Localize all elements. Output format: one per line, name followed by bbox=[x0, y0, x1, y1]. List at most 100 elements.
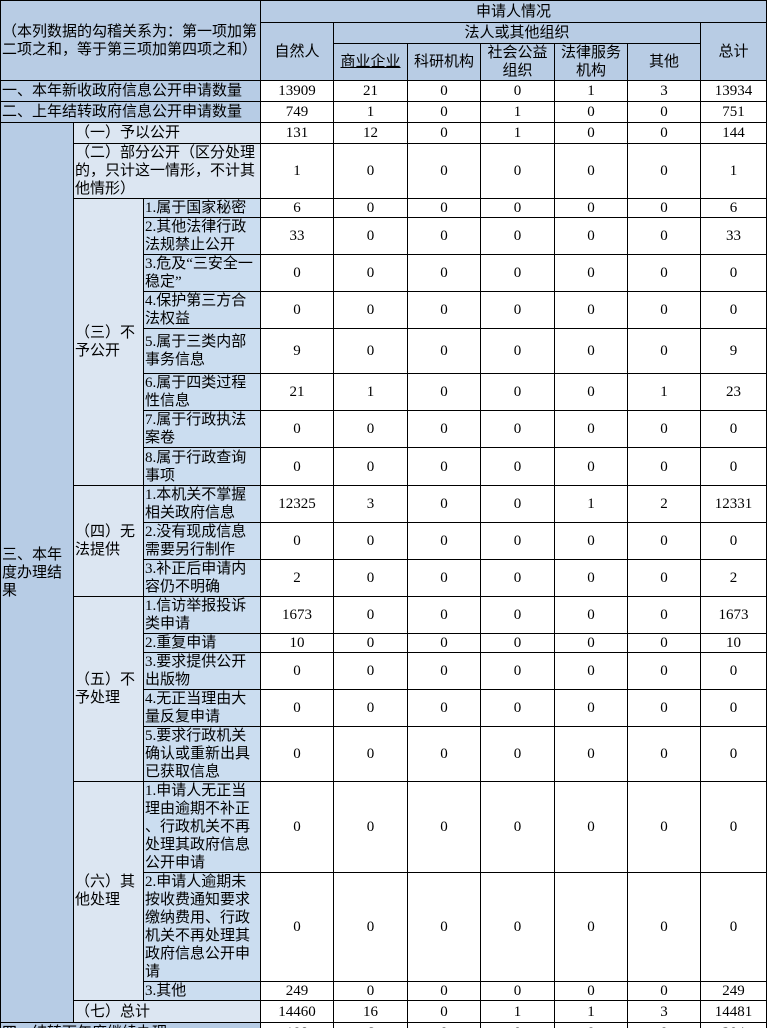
value-cell: 0 bbox=[333, 981, 409, 1001]
value-cell: 249 bbox=[700, 981, 767, 1001]
table-row: 2.申请人逾期未按收费通知要求缴纳费用、行政机关不再处理其政府信息公开申请 0 0 0… bbox=[1, 872, 767, 982]
value-cell: 0 bbox=[700, 726, 767, 782]
row-label-cell: 7.属于行政执法案卷 bbox=[142, 410, 262, 448]
value-cell: 21 bbox=[333, 80, 409, 102]
row-label-cell: 4.保护第三方合法权益 bbox=[142, 291, 262, 329]
table-row: 四、结转下年度继续办理19860000204 bbox=[0, 1022, 767, 1028]
value-cell: 21 bbox=[260, 373, 335, 411]
table-row: （五）不予处理 1.信访举报投诉类申请 1673 0 0 0 0 0 1673 bbox=[1, 596, 767, 782]
value-cell: 0 bbox=[407, 373, 482, 411]
value-cell: 198 bbox=[260, 1022, 335, 1028]
value-cell: 0 bbox=[407, 596, 482, 634]
header-cell-other: 其他 bbox=[627, 43, 702, 81]
table-row: 3.要求提供公开出版物 0 0 0 0 0 0 0 bbox=[1, 652, 767, 690]
value-cell: 3 bbox=[627, 80, 702, 102]
table-row: 7.属于行政执法案卷 0 0 0 0 0 0 0 bbox=[1, 410, 767, 448]
header-cell-public-welfare: 社会公益组织 bbox=[480, 43, 556, 81]
value-cell: 0 bbox=[627, 198, 702, 218]
value-cell: 0 bbox=[407, 217, 482, 255]
value-cell: 0 bbox=[333, 447, 409, 486]
value-cell: 1 bbox=[700, 143, 767, 199]
value-cell: 0 bbox=[627, 410, 702, 448]
value-cell: 1 bbox=[480, 101, 556, 123]
value-cell: 1 bbox=[627, 373, 702, 411]
value-cell: 0 bbox=[554, 522, 629, 560]
value-cell: 0 bbox=[407, 522, 482, 560]
value-cell: 0 bbox=[407, 410, 482, 448]
row-label-cell: 1.属于国家秘密 bbox=[142, 198, 262, 218]
row-label-cell: 2.其他法律行政法规禁止公开 bbox=[142, 217, 262, 255]
value-cell: 0 bbox=[407, 447, 482, 486]
table-row: 5.要求行政机关确认或重新出具已获取信息 0 0 0 0 0 0 0 bbox=[1, 726, 767, 782]
value-cell: 0 bbox=[554, 872, 629, 982]
value-cell: 0 bbox=[407, 726, 482, 782]
value-cell: 0 bbox=[480, 328, 556, 374]
value-cell: 12325 bbox=[260, 485, 335, 523]
value-cell: 0 bbox=[480, 198, 556, 218]
value-cell: 0 bbox=[700, 689, 767, 727]
value-cell: 0 bbox=[627, 1022, 702, 1028]
value-cell: 6 bbox=[333, 1022, 409, 1028]
value-cell: 0 bbox=[480, 522, 556, 560]
table-row: 2.重复申请 10 0 0 0 0 0 10 bbox=[1, 633, 767, 653]
value-cell: 0 bbox=[700, 652, 767, 690]
value-cell: 0 bbox=[407, 981, 482, 1001]
value-cell: 0 bbox=[407, 254, 482, 292]
value-cell: 0 bbox=[554, 1022, 629, 1028]
table-row: （六）其他处理 1.申请人无正当理由逾期不补正、行政机关不再处理其政府信息公开申请… bbox=[1, 781, 767, 1001]
value-cell: 0 bbox=[627, 522, 702, 560]
value-cell: 13934 bbox=[700, 80, 767, 102]
value-cell: 16 bbox=[333, 1000, 409, 1023]
value-cell: 0 bbox=[627, 217, 702, 255]
table-body: 一、本年新收政府信息公开申请数量 13909 21 0 0 1 3 13934 二、上年结转政府… bbox=[0, 80, 767, 1028]
value-cell: 0 bbox=[407, 198, 482, 218]
value-cell: 0 bbox=[554, 652, 629, 690]
value-cell: 0 bbox=[627, 633, 702, 653]
value-cell: 0 bbox=[333, 522, 409, 560]
value-cell: 1673 bbox=[260, 596, 335, 634]
header-business-label: 商业企业 bbox=[340, 54, 401, 70]
value-cell: 0 bbox=[554, 373, 629, 411]
row-label-cell: 2.没有现成信息需要另行制作 bbox=[142, 522, 262, 560]
value-cell: 0 bbox=[700, 522, 767, 560]
table-row: 一、本年新收政府信息公开申请数量 13909 21 0 0 1 3 13934 bbox=[0, 80, 767, 102]
table-row: 3.危及“三安全一稳定” 0 0 0 0 0 0 0 bbox=[1, 254, 767, 292]
value-cell: 0 bbox=[407, 485, 482, 523]
table-row: 三、本年度办理结果 （一）予以公开 131 12 0 1 0 0 144 bbox=[0, 122, 767, 1023]
value-cell: 14481 bbox=[700, 1000, 767, 1023]
value-cell: 0 bbox=[627, 981, 702, 1001]
value-cell: 0 bbox=[407, 689, 482, 727]
value-cell: 0 bbox=[480, 872, 556, 982]
row-label-cell: 1.本机关不掌握相关政府信息 bbox=[142, 485, 262, 523]
value-cell: 0 bbox=[333, 217, 409, 255]
value-cell: 2 bbox=[627, 485, 702, 523]
value-cell: 0 bbox=[480, 447, 556, 486]
value-cell: 0 bbox=[627, 447, 702, 486]
value-cell: 0 bbox=[407, 559, 482, 597]
row-label-cell: 二、上年结转政府信息公开申请数量 bbox=[0, 101, 262, 123]
value-cell: 6 bbox=[700, 198, 767, 218]
value-cell: 1 bbox=[480, 122, 556, 144]
value-cell: 1 bbox=[333, 101, 409, 123]
value-cell: 0 bbox=[554, 198, 629, 218]
value-cell: 0 bbox=[554, 122, 629, 144]
value-cell: 0 bbox=[260, 291, 335, 329]
value-cell: 0 bbox=[333, 328, 409, 374]
value-cell: 0 bbox=[700, 410, 767, 448]
table-row: 2.其他法律行政法规禁止公开 33 0 0 0 0 0 33 bbox=[1, 217, 767, 255]
value-cell: 0 bbox=[407, 872, 482, 982]
value-cell: 0 bbox=[480, 254, 556, 292]
table-row: 5.属于三类内部事务信息 9 0 0 0 0 0 9 bbox=[1, 328, 767, 374]
value-cell: 0 bbox=[554, 328, 629, 374]
value-cell: 0 bbox=[333, 254, 409, 292]
value-cell: 0 bbox=[333, 652, 409, 690]
value-cell: 0 bbox=[407, 652, 482, 690]
value-cell: 0 bbox=[480, 652, 556, 690]
value-cell: 0 bbox=[627, 291, 702, 329]
table-row: 4.无正当理由大量反复申请 0 0 0 0 0 0 0 bbox=[1, 689, 767, 727]
row-label-cell: 3.危及“三安全一稳定” bbox=[142, 254, 262, 292]
value-cell: 6 bbox=[260, 198, 335, 218]
table-row: 3.补正后申请内容仍不明确 2 0 0 0 0 0 2 bbox=[1, 559, 767, 597]
row-label-cell: 3.补正后申请内容仍不明确 bbox=[142, 559, 262, 597]
value-cell: 0 bbox=[333, 410, 409, 448]
